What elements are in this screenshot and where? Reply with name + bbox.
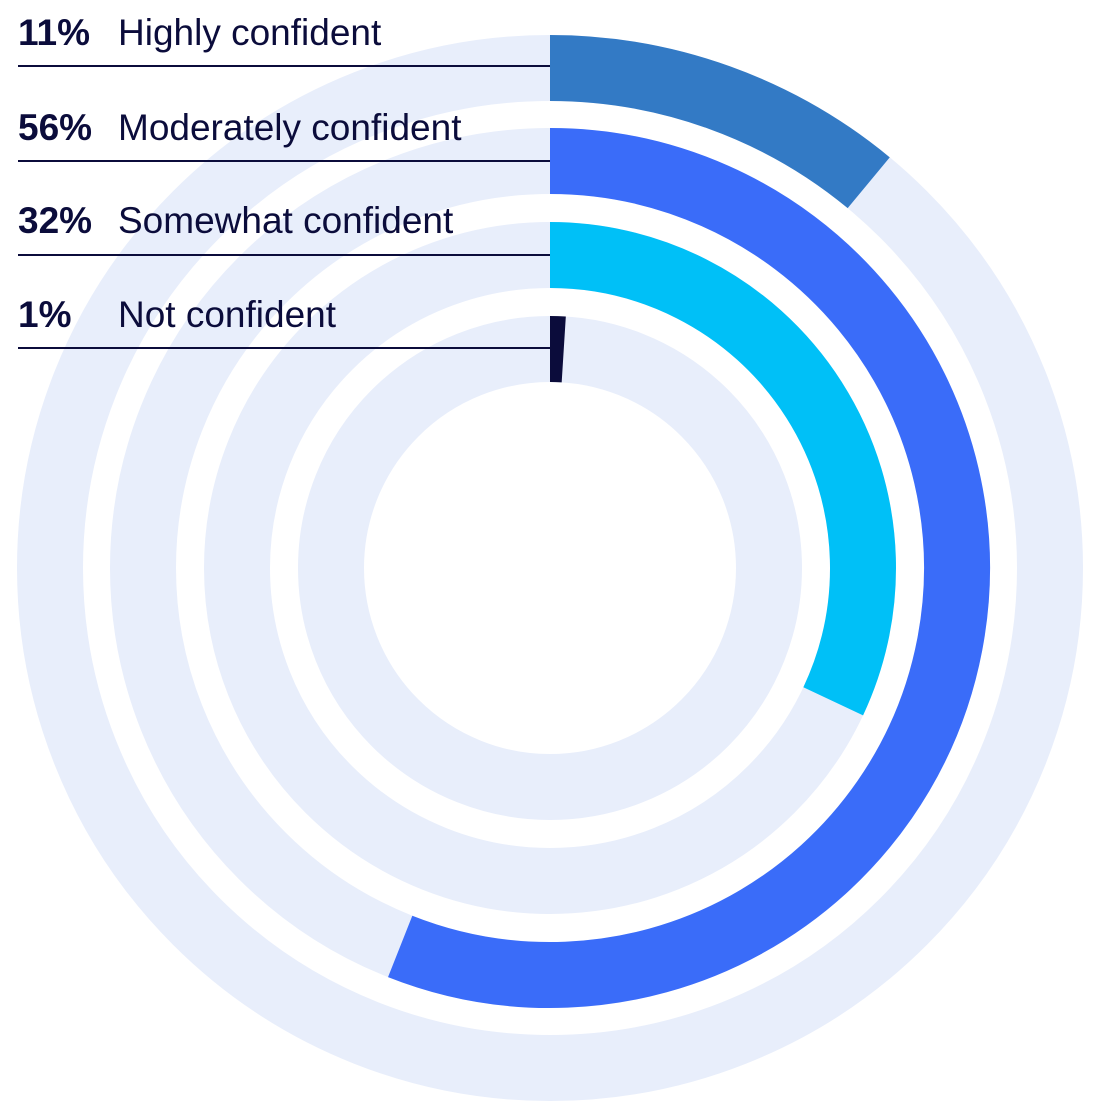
category-label: Highly confident (118, 12, 382, 53)
category-label: Moderately confident (118, 107, 462, 148)
value-label: 32% (18, 200, 92, 241)
category-label: Not confident (118, 294, 337, 335)
ring-track (298, 316, 802, 820)
category-label: Somewhat confident (118, 200, 454, 241)
value-label: 11% (18, 12, 90, 53)
radial-bar (549, 35, 890, 209)
value-label: 56% (18, 107, 92, 148)
radial-bar (388, 128, 990, 1008)
value-label: 1% (18, 294, 71, 335)
radial-bar (549, 222, 896, 716)
